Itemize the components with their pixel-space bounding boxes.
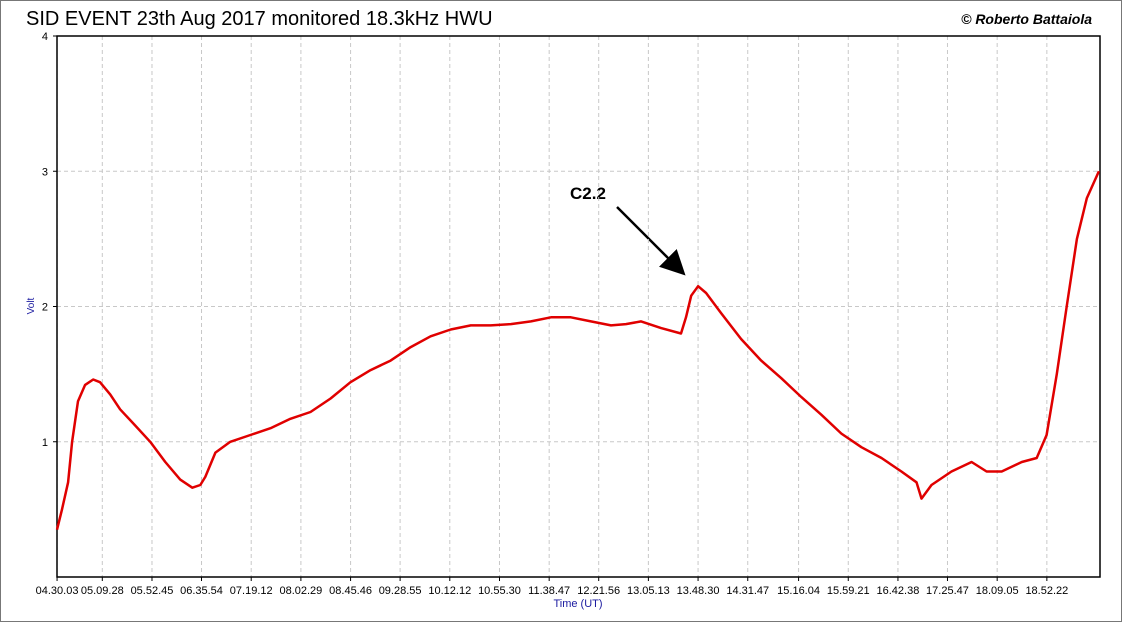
x-tick-label: 13.48.30 (677, 585, 720, 597)
x-tick-label: 11.38.47 (528, 585, 570, 597)
x-tick-label: 16.42.38 (877, 585, 920, 597)
x-tick-label: 09.28.55 (379, 585, 422, 597)
x-tick-label: 15.16.04 (777, 585, 820, 597)
plot-frame (56, 35, 1101, 578)
x-tick-label: 10.12.12 (428, 585, 471, 597)
x-tick-label: 10.55.30 (478, 585, 521, 597)
x-tick-label: 13.05.13 (627, 585, 670, 597)
x-tick-label: 18.52.22 (1025, 585, 1068, 597)
y-axis-label: Volt (26, 297, 37, 314)
x-tick-label: 05.09.28 (81, 585, 124, 597)
data-line (55, 170, 1101, 530)
y-tick-label: 1 (42, 437, 48, 449)
x-axis-label: Time (UT) (553, 598, 602, 610)
annotation-arrow (616, 206, 686, 276)
y-tick-label: 4 (42, 31, 48, 43)
y-tick-label: 3 (42, 166, 48, 178)
x-tick-label: 06.35.54 (180, 585, 223, 597)
x-tick-label: 18.09.05 (976, 585, 1019, 597)
y-tick-label: 2 (42, 302, 48, 314)
x-tick-label: 08.45.46 (329, 585, 372, 597)
x-tick-label: 07.19.12 (230, 585, 273, 597)
x-tick-label: 05.52.45 (131, 585, 174, 597)
annotation: C2.2 (570, 184, 606, 203)
x-tick-label: 17.25.47 (926, 585, 969, 597)
x-tick-label: 04.30.03 (36, 585, 79, 597)
x-tick-label: 12.21.56 (577, 585, 620, 597)
x-tick-label: 08.02.29 (279, 585, 322, 597)
x-tick-label: 14.31.47 (726, 585, 769, 597)
credit: © Roberto Battaiola (961, 11, 1092, 27)
x-tick-label: 15.59.21 (827, 585, 870, 597)
chart-title: SID EVENT 23th Aug 2017 monitored 18.3kH… (26, 8, 493, 30)
